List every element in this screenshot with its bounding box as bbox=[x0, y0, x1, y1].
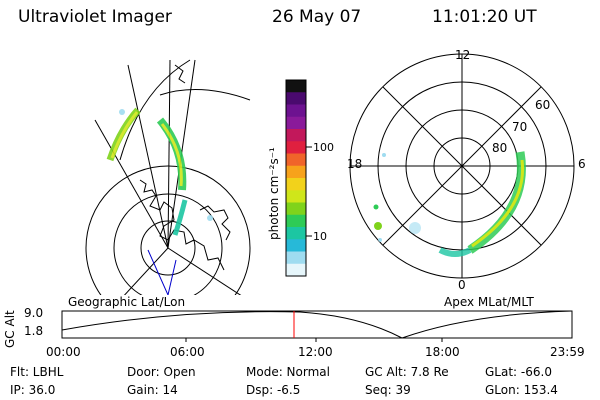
geo-coastline bbox=[139, 179, 225, 271]
geo-limb-arc bbox=[119, 59, 191, 161]
colorbar bbox=[286, 80, 306, 277]
geo-track bbox=[147, 249, 177, 295]
x-tick-label: 18:00 bbox=[425, 345, 460, 359]
altitude-curve bbox=[61, 310, 573, 339]
geo-coastline bbox=[199, 205, 231, 241]
mlat-label-80: 80 bbox=[492, 141, 508, 155]
info-mode: Mode: Normal bbox=[246, 365, 330, 379]
info-dsp: Dsp: -6.5 bbox=[246, 383, 301, 397]
colorbar-swatch bbox=[286, 239, 306, 253]
apex-polar-plot bbox=[349, 53, 575, 279]
app-title: Ultraviolet Imager bbox=[18, 7, 172, 27]
mlt-label-0: 0 bbox=[458, 278, 466, 292]
colorbar-swatch bbox=[286, 202, 306, 216]
time-label: 11:01:20 UT bbox=[432, 7, 537, 27]
colorbar-swatch bbox=[286, 178, 306, 191]
x-tick-label: 23:59 bbox=[550, 345, 585, 359]
colorbar-tick-100: 100 bbox=[313, 141, 334, 154]
colorbar-swatch bbox=[286, 165, 306, 179]
x-tick-label: 00:00 bbox=[46, 345, 81, 359]
colorbar-swatch bbox=[286, 190, 306, 204]
mlat-label-60: 60 bbox=[535, 98, 551, 112]
colorbar-unit-label: photon cm⁻²s⁻¹ bbox=[267, 147, 281, 240]
colorbar-swatch bbox=[286, 227, 306, 240]
info-glat: GLat: -66.0 bbox=[485, 365, 552, 379]
colorbar-swatch bbox=[286, 251, 306, 265]
geo-meridian bbox=[127, 64, 169, 249]
mlt-label-6: 6 bbox=[578, 157, 586, 171]
geo-lat-circle-outer bbox=[85, 165, 251, 295]
geo-coastline bbox=[174, 64, 186, 84]
info-seq: Seq: 39 bbox=[365, 383, 411, 397]
geo-meridian bbox=[167, 59, 171, 249]
timeline-frame bbox=[61, 310, 573, 339]
geographic-map bbox=[85, 59, 251, 295]
colorbar-swatch bbox=[286, 129, 306, 142]
colorbar-swatch bbox=[286, 263, 306, 277]
colorbar-frame bbox=[285, 79, 307, 277]
info-flt: Flt: LBHL bbox=[10, 365, 64, 379]
mlt-label-18: 18 bbox=[347, 157, 363, 171]
info-gc-alt: GC Alt: 7.8 Re bbox=[365, 365, 449, 379]
colorbar-swatch bbox=[286, 116, 306, 130]
geo-aurora bbox=[106, 107, 213, 236]
info-ip: IP: 36.0 bbox=[10, 383, 56, 397]
y-tick-1.8: 1.8 bbox=[24, 324, 44, 338]
geo-lat-circle-mid bbox=[113, 193, 223, 295]
x-tick-label: 12:00 bbox=[298, 345, 333, 359]
date-label: 26 May 07 bbox=[272, 7, 362, 27]
colorbar-swatch bbox=[286, 104, 306, 118]
y-tick-9: 9.0 bbox=[24, 306, 44, 320]
colorbar-swatch bbox=[286, 141, 306, 155]
info-gain: Gain: 14 bbox=[127, 383, 178, 397]
colorbar-swatch bbox=[286, 92, 306, 106]
geo-meridian bbox=[167, 247, 242, 295]
mlt-label-12: 12 bbox=[455, 48, 471, 62]
info-glon: GLon: 153.4 bbox=[485, 383, 558, 397]
colorbar-swatch bbox=[286, 80, 306, 93]
geo-meridian bbox=[123, 247, 169, 295]
x-tick-label: 06:00 bbox=[170, 345, 205, 359]
info-door: Door: Open bbox=[127, 365, 196, 379]
colorbar-tick-10: 10 bbox=[313, 230, 327, 243]
colorbar-swatch bbox=[286, 153, 306, 167]
timeline-axis-label: GC Alt bbox=[3, 310, 17, 348]
apex-label: Apex MLat/MLT bbox=[444, 295, 534, 309]
apex-aurora bbox=[373, 151, 526, 257]
geographic-label: Geographic Lat/Lon bbox=[68, 295, 186, 309]
geo-limb-arc bbox=[159, 89, 251, 101]
geo-meridian bbox=[94, 119, 169, 249]
mlat-label-70: 70 bbox=[512, 120, 528, 134]
colorbar-swatch bbox=[286, 214, 306, 228]
apex-diagonal bbox=[382, 86, 542, 246]
